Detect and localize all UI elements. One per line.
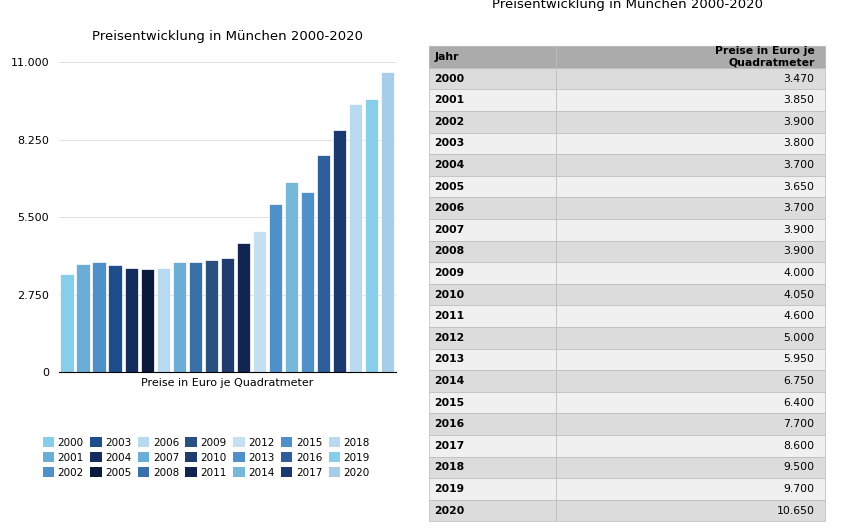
- Bar: [349, 104, 362, 372]
- Bar: [77, 264, 89, 372]
- Bar: [301, 192, 314, 372]
- X-axis label: Preise in Euro je Quadratmeter: Preise in Euro je Quadratmeter: [141, 378, 313, 388]
- Bar: [61, 275, 73, 372]
- Legend: 2000, 2001, 2002, 2003, 2004, 2005, 2006, 2007, 2008, 2009, 2010, 2011, 2012, 20: 2000, 2001, 2002, 2003, 2004, 2005, 2006…: [40, 434, 373, 481]
- Bar: [189, 262, 202, 372]
- Bar: [237, 243, 250, 372]
- Bar: [333, 130, 346, 372]
- Bar: [141, 269, 154, 372]
- Bar: [253, 231, 266, 372]
- Bar: [365, 98, 378, 372]
- Bar: [93, 262, 105, 372]
- Bar: [205, 260, 218, 372]
- Bar: [125, 268, 138, 372]
- Bar: [173, 262, 186, 372]
- Title: Preisentwicklung in München 2000-2020: Preisentwicklung in München 2000-2020: [92, 30, 363, 43]
- Bar: [285, 182, 298, 372]
- Bar: [157, 268, 170, 372]
- Bar: [109, 265, 121, 372]
- Bar: [269, 204, 282, 372]
- Title: Preisentwicklung in München 2000-2020: Preisentwicklung in München 2000-2020: [492, 0, 763, 11]
- Bar: [317, 155, 330, 372]
- Bar: [221, 258, 234, 372]
- Bar: [381, 72, 394, 372]
